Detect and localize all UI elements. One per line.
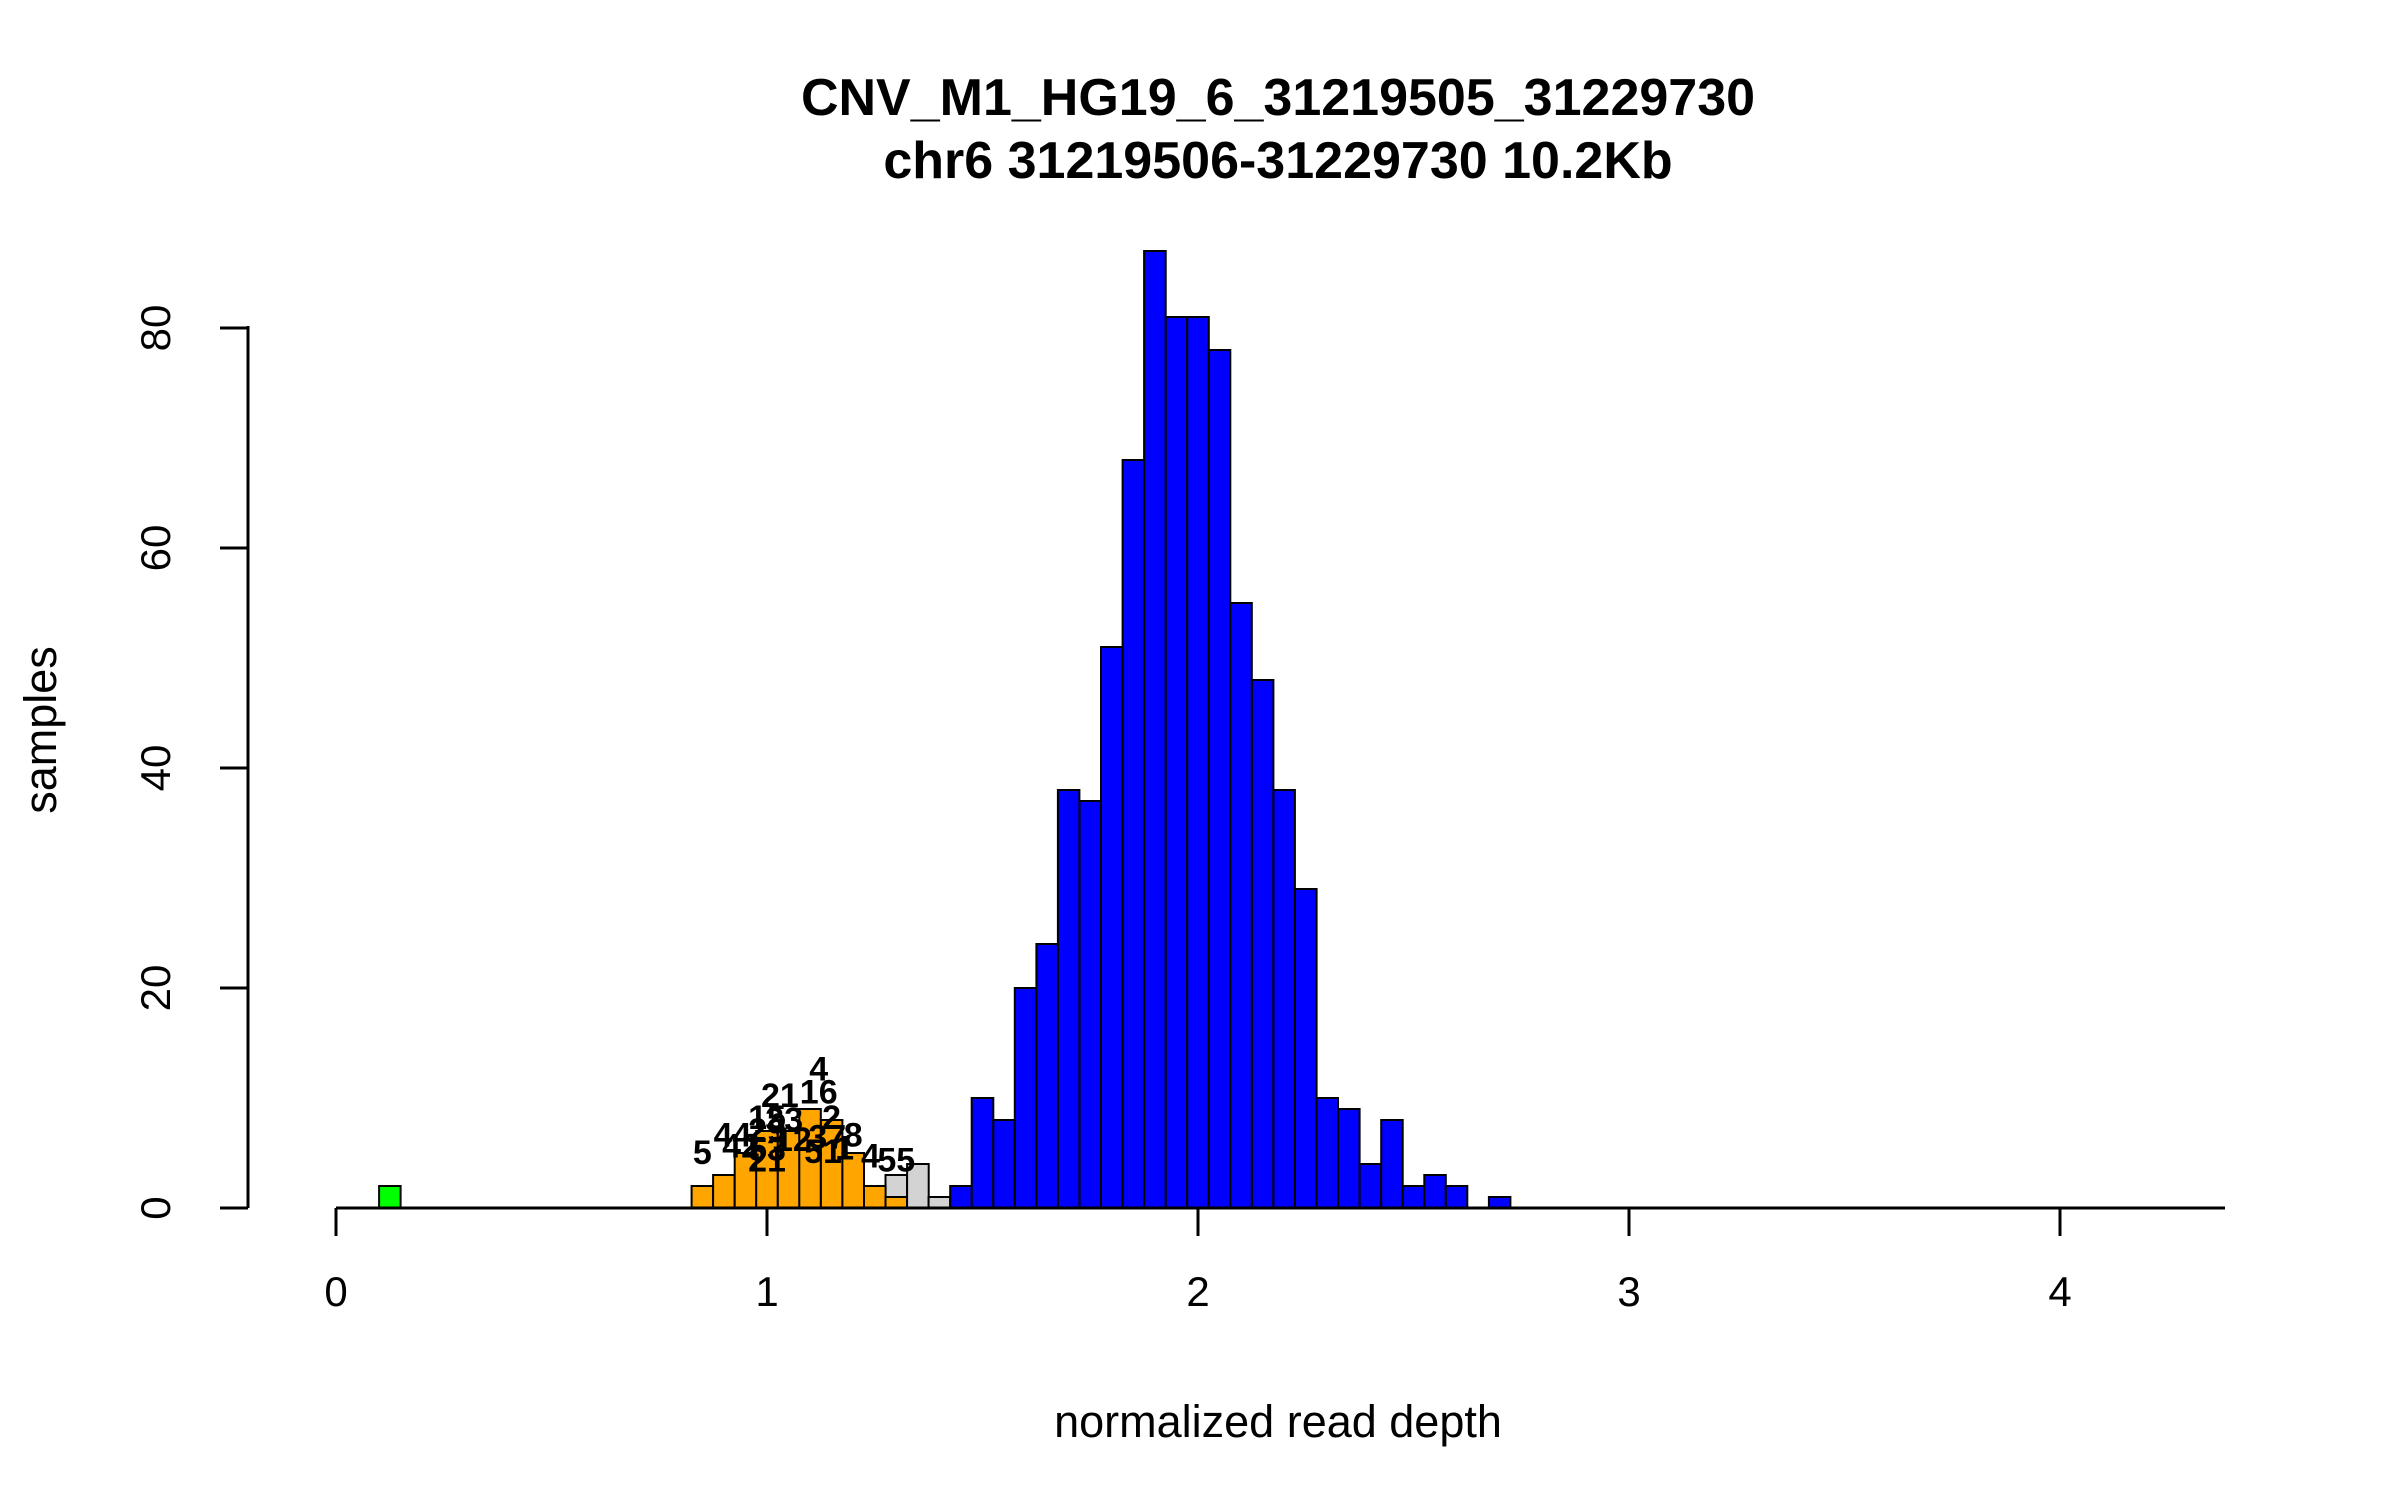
histogram-bar-blue — [1380, 1119, 1404, 1209]
histogram-bar-blue — [1121, 459, 1146, 1209]
histogram-bar-blue — [1164, 316, 1189, 1209]
chart-title: CNV_M1_HG19_6_31219505_31229730 — [801, 69, 1755, 127]
x-ticks-group: 0 1 2 3 4 — [324, 1208, 2072, 1315]
histogram-bar-blue — [1207, 349, 1232, 1209]
histogram-bar-blue — [949, 1185, 973, 1209]
bar-count-label: 44 — [714, 1116, 752, 1154]
histogram-bar-orange — [712, 1174, 736, 1209]
bar-count-label: 2 — [822, 1099, 841, 1137]
histogram-bar-orange — [884, 1196, 908, 1209]
histogram-bar-orange — [863, 1185, 887, 1209]
x-tick-label: 0 — [324, 1268, 347, 1315]
y-tick-label: 60 — [132, 525, 179, 572]
bar-count-label: 53 — [748, 1131, 786, 1169]
histogram-bar-blue — [1315, 1097, 1339, 1209]
y-tick-label: 20 — [132, 965, 179, 1012]
histogram-bar-blue — [1078, 800, 1103, 1209]
bar-count-label: 29 — [748, 1112, 786, 1150]
histogram-bar-blue — [1143, 250, 1167, 1209]
y-axis-title: samples — [15, 646, 66, 814]
histogram-bar-blue — [1272, 789, 1296, 1209]
x-tick-label: 1 — [755, 1268, 778, 1315]
x-tick-label: 3 — [1617, 1268, 1640, 1315]
x-axis-title: normalized read depth — [1054, 1396, 1502, 1447]
histogram-bar-blue — [1487, 1196, 1512, 1209]
histogram-bar-blue — [1358, 1163, 1383, 1209]
bar-count-label: 12 — [774, 1121, 812, 1159]
histogram-bar-blue — [1186, 316, 1210, 1209]
bar-count-label: 5 — [693, 1134, 712, 1172]
histogram-bar-blue — [1013, 987, 1038, 1209]
bar-count-label: 8 — [844, 1116, 863, 1154]
histogram-bar-blue — [1229, 602, 1253, 1209]
bars-group — [378, 250, 1512, 1209]
histogram-bar-blue — [970, 1097, 995, 1209]
bar-count-label: 4 — [861, 1137, 880, 1175]
bar-count-label: 55 — [877, 1142, 915, 1180]
bar-count-label: 33 — [765, 1101, 803, 1139]
histogram-bar-blue — [1100, 646, 1124, 1209]
histogram-bar-blue — [1035, 943, 1060, 1209]
y-tick-label: 0 — [132, 1196, 179, 1219]
histogram-bar-blue — [1250, 679, 1275, 1209]
bar-count-label: 1 — [835, 1130, 854, 1168]
histogram-bar-gray — [927, 1196, 952, 1209]
histogram-bar-blue — [1056, 789, 1081, 1209]
bar-count-label: 15 — [748, 1099, 786, 1137]
y-tick-label: 80 — [132, 305, 179, 352]
histogram-bar-blue — [1401, 1185, 1426, 1209]
y-tick-label: 40 — [132, 745, 179, 792]
bar-count-label: 42 — [722, 1127, 760, 1165]
chart-subtitle: chr6 31219506-31229730 10.2Kb — [883, 132, 1672, 190]
x-tick-label: 2 — [1186, 1268, 1209, 1315]
histogram-bar-orange — [690, 1185, 715, 1209]
histogram-bar-blue — [1444, 1185, 1469, 1209]
bar-count-label: 4 — [809, 1050, 828, 1088]
histogram-bar-blue — [992, 1119, 1016, 1209]
bar-count-label: 21 — [748, 1142, 786, 1180]
bar-count-label: 37 — [808, 1119, 846, 1157]
histogram-bar-blue — [1337, 1108, 1361, 1209]
x-tick-label: 4 — [2048, 1268, 2071, 1315]
histogram-bar-green — [378, 1185, 402, 1209]
bar-count-label: 21 — [761, 1077, 799, 1115]
bar-count-label: 51 — [804, 1133, 842, 1171]
bar-count-label: 16 — [800, 1074, 838, 1112]
y-ticks-group: 0 20 40 60 80 — [132, 305, 248, 1220]
histogram-bar-blue — [1294, 888, 1318, 1209]
histogram-bar-blue — [1423, 1174, 1447, 1209]
